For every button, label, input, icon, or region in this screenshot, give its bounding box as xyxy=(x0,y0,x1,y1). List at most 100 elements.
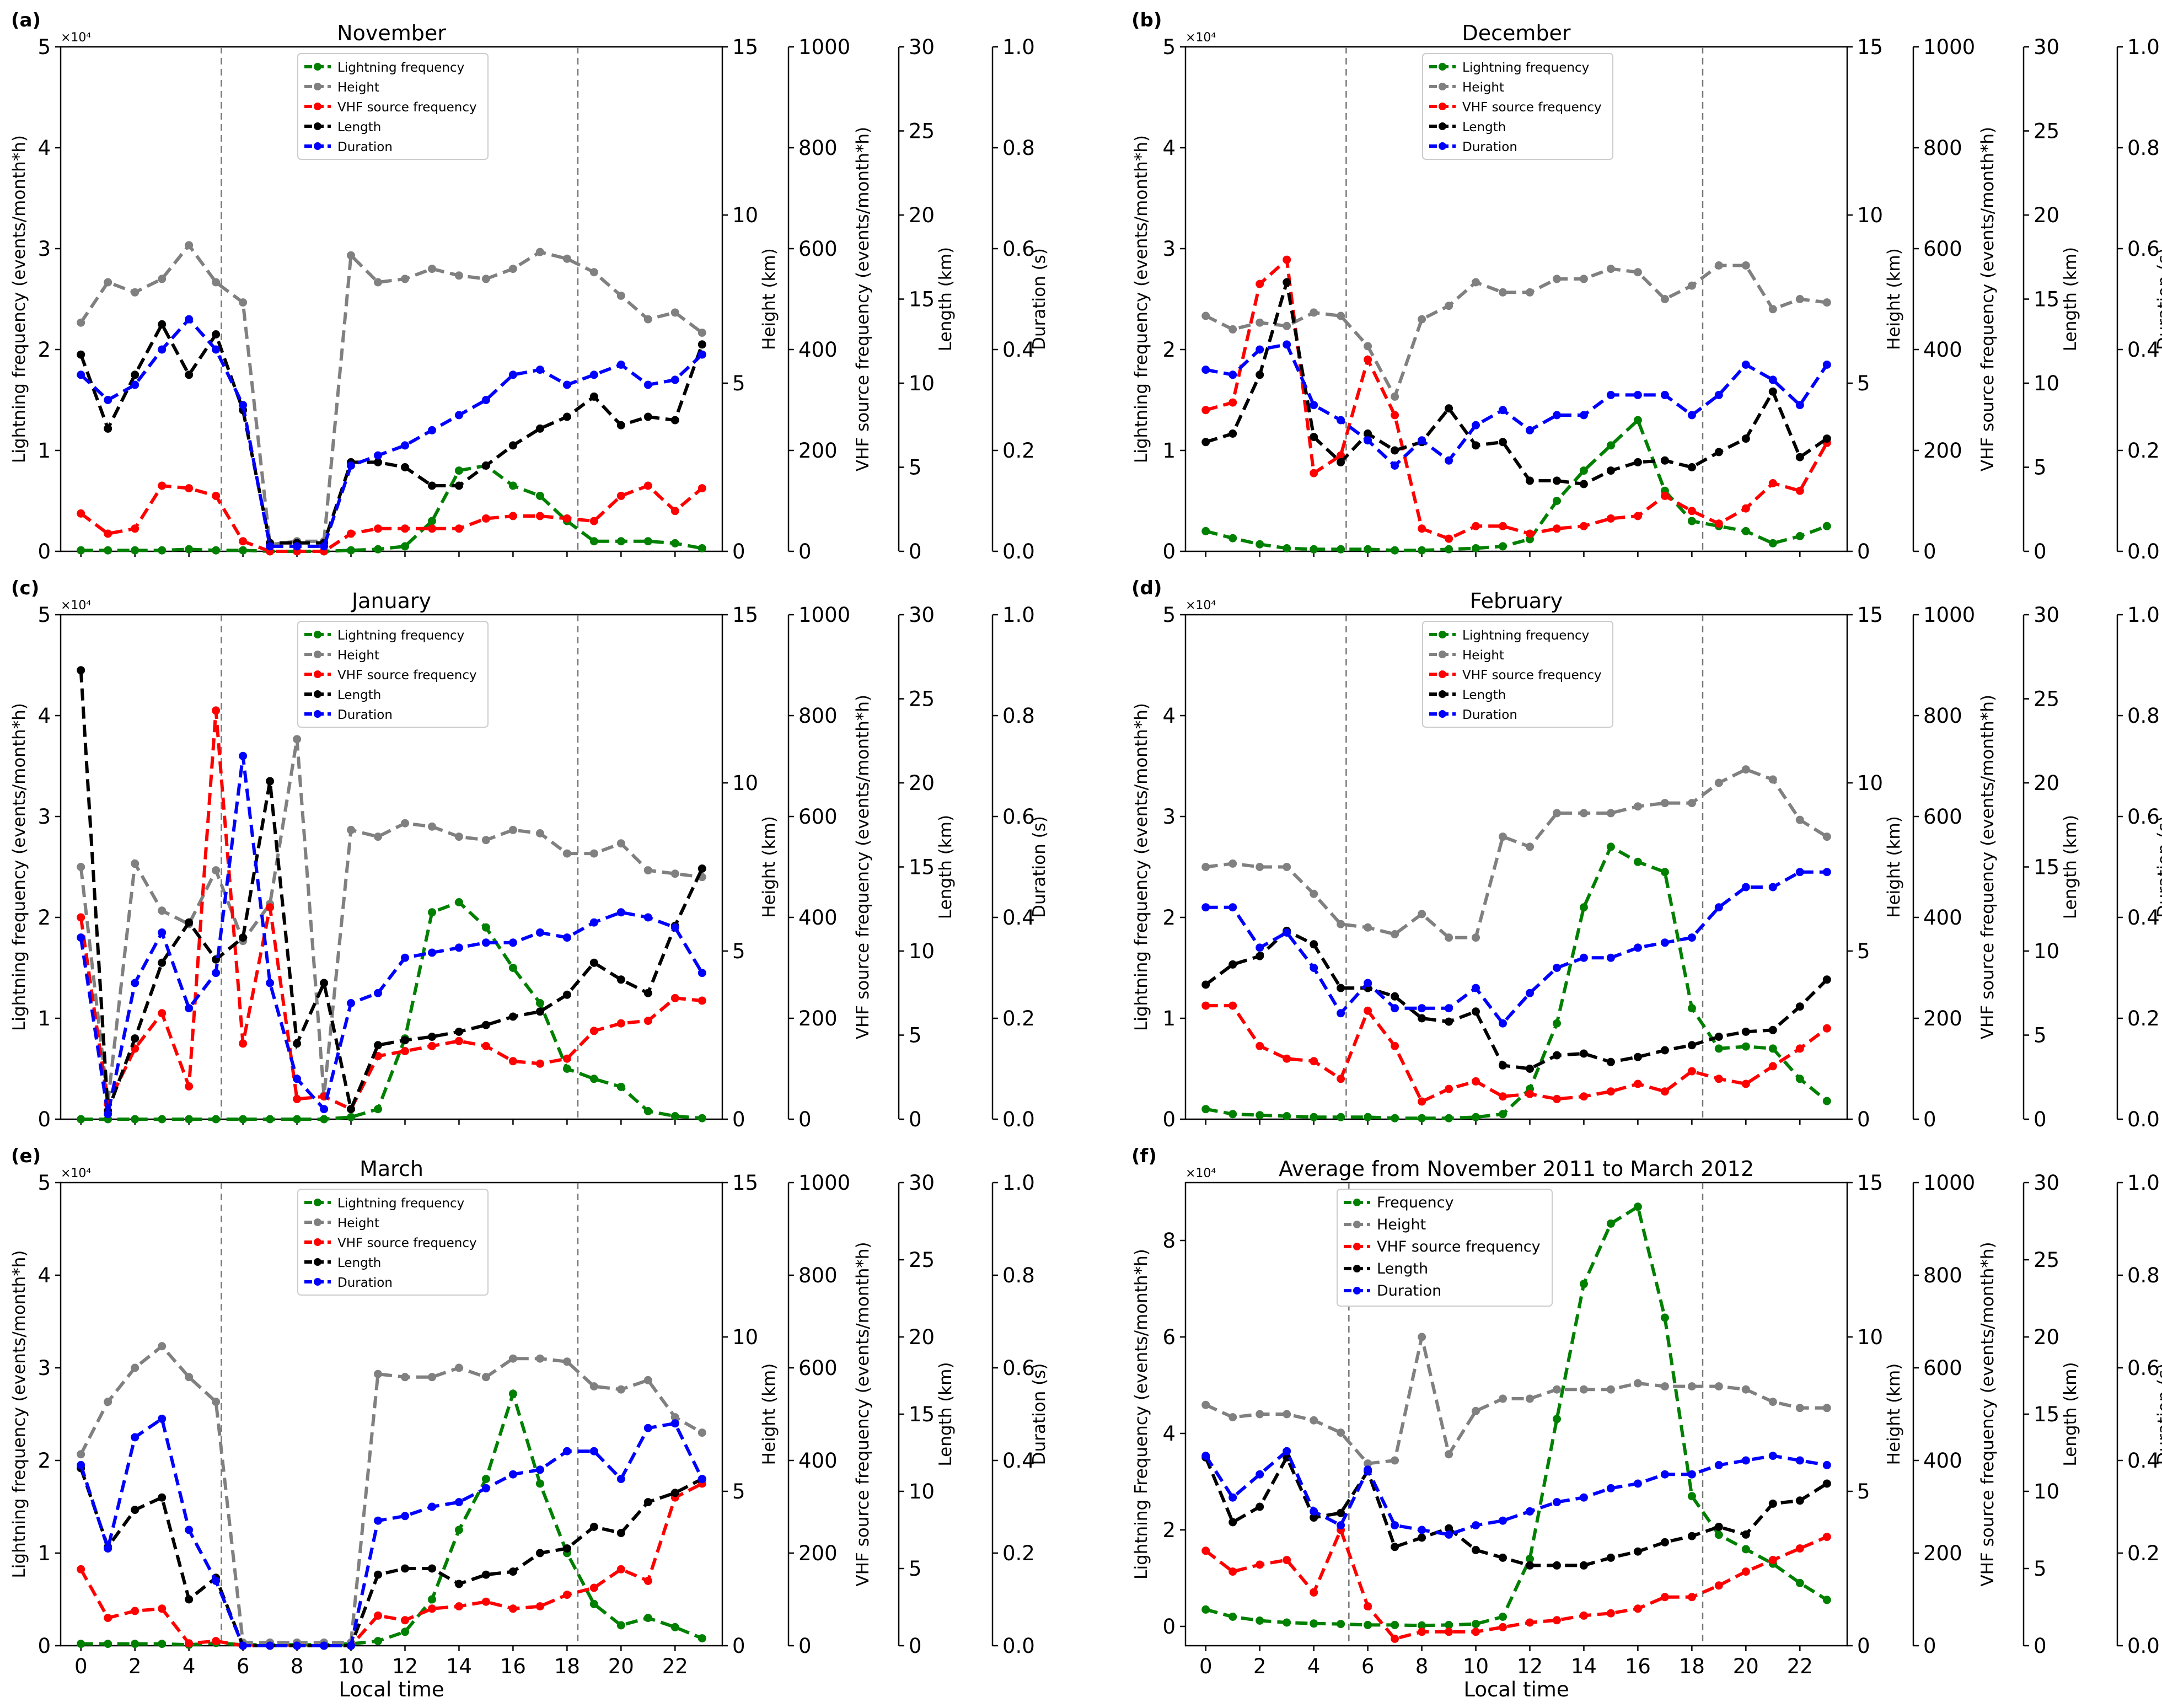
series-line-frequency xyxy=(1205,844,1828,1120)
panel-tag: (a) xyxy=(11,9,41,31)
point-height xyxy=(185,1373,194,1382)
plot-frame xyxy=(60,1181,723,1647)
right-axis-tick-label: 15 xyxy=(2034,288,2059,311)
point-height xyxy=(1391,930,1399,938)
point-duration xyxy=(1822,1460,1831,1469)
right-axis-tick-label: 15 xyxy=(2034,1403,2059,1426)
point-duration xyxy=(266,979,275,987)
point-duration xyxy=(1391,1004,1399,1013)
series-line-vhf xyxy=(79,484,704,553)
point-vhf xyxy=(1499,1092,1507,1101)
point-height xyxy=(1822,832,1831,841)
right-axis-tick-label: 0 xyxy=(909,540,922,563)
y-exponent: ×10⁴ xyxy=(61,31,91,45)
right-axis-tick-label: 1000 xyxy=(1923,603,1975,627)
point-duration xyxy=(1553,411,1561,420)
point-vhf xyxy=(535,1059,544,1068)
legend-marker xyxy=(314,1278,321,1286)
point-frequency xyxy=(1606,1219,1615,1228)
right-axis-tick-label: 5 xyxy=(2034,1024,2047,1048)
right-axis-label: Length (km) xyxy=(936,815,956,919)
legend-label: Height xyxy=(1462,80,1504,95)
right-axis-label: Height (km) xyxy=(759,1363,779,1465)
point-height xyxy=(428,822,436,831)
point-duration xyxy=(1687,933,1696,942)
right-axis-tick-label: 1.0 xyxy=(1002,35,1035,59)
point-vhf xyxy=(1283,1556,1291,1565)
point-vhf xyxy=(1472,1077,1480,1086)
plot-frame xyxy=(1184,46,1848,552)
point-vhf xyxy=(1579,522,1588,530)
right-axis-tick-label: 30 xyxy=(909,1171,935,1195)
y-tick-label: 6 xyxy=(1162,1325,1176,1349)
legend-label: Lightning frequency xyxy=(337,1196,464,1211)
point-vhf xyxy=(1310,1057,1318,1066)
legend-label: Height xyxy=(1462,648,1504,663)
point-duration xyxy=(77,933,85,942)
y-tick-label: 2 xyxy=(37,338,51,362)
right-axis-label: VHF source frequency (events/month*h) xyxy=(853,695,873,1039)
right-axis-tick-label: 10 xyxy=(1857,1325,1883,1349)
point-duration xyxy=(1660,390,1669,399)
point-duration xyxy=(616,1475,625,1484)
panel-tag: (e) xyxy=(11,1145,41,1167)
point-duration xyxy=(185,1526,194,1534)
point-duration xyxy=(1633,1479,1642,1488)
legend-box xyxy=(1422,621,1613,728)
legend-marker xyxy=(314,670,321,678)
point-length xyxy=(1741,1027,1750,1036)
point-length xyxy=(535,1007,544,1016)
point-frequency xyxy=(1606,842,1615,851)
y-tick-label: 4 xyxy=(37,704,51,728)
right-axis-tick-label: 10 xyxy=(2034,939,2059,963)
point-duration xyxy=(1472,421,1480,429)
y-tick-label: 2 xyxy=(1162,1518,1176,1542)
point-vhf xyxy=(508,1057,517,1066)
point-length xyxy=(1228,960,1237,969)
legend-marker xyxy=(1439,670,1446,678)
right-axis-tick-label: 20 xyxy=(909,203,935,227)
point-duration xyxy=(1201,1452,1210,1460)
legend-marker xyxy=(314,690,321,698)
legend-marker xyxy=(1353,1199,1361,1206)
point-frequency xyxy=(1337,545,1345,554)
right-axis-tick-label: 20 xyxy=(2034,203,2059,227)
point-vhf xyxy=(616,491,625,500)
point-frequency xyxy=(1579,466,1588,475)
point-length xyxy=(1795,453,1804,461)
point-vhf xyxy=(1526,1089,1534,1098)
point-vhf xyxy=(185,1082,194,1091)
legend-box xyxy=(297,621,489,728)
legend-marker xyxy=(1439,690,1446,698)
point-length xyxy=(1553,476,1561,485)
y-axis-label: Lightning frequency (events/month*h) xyxy=(9,135,29,463)
point-duration xyxy=(1445,456,1453,465)
panel-tag: (d) xyxy=(1131,577,1162,599)
point-frequency xyxy=(1606,441,1615,450)
point-length xyxy=(589,1522,598,1531)
point-length xyxy=(643,1498,652,1507)
right-axis-tick-label: 800 xyxy=(1923,1264,1962,1287)
point-vhf xyxy=(1418,524,1426,533)
point-duration xyxy=(1768,375,1777,384)
point-vhf xyxy=(1364,355,1372,364)
point-length xyxy=(1822,434,1831,443)
point-frequency xyxy=(1579,903,1588,912)
panel-tag: (f) xyxy=(1131,1145,1157,1167)
point-height xyxy=(481,836,490,845)
point-height xyxy=(1499,832,1507,841)
panel-tag: (c) xyxy=(11,577,39,599)
point-duration xyxy=(1741,361,1750,369)
panel-tag: (b) xyxy=(1131,9,1162,31)
point-vhf xyxy=(1337,1075,1345,1083)
y-tick-label: 4 xyxy=(37,1264,51,1287)
y-tick-label: 0 xyxy=(1162,1615,1176,1639)
legend-marker xyxy=(1353,1243,1361,1250)
point-duration xyxy=(454,943,463,952)
point-duration xyxy=(1364,1465,1372,1474)
series-line-frequency xyxy=(81,1388,703,1647)
right-axis-tick-label: 0.2 xyxy=(1002,1007,1035,1030)
point-vhf xyxy=(1391,1041,1399,1050)
point-vhf xyxy=(1741,1079,1750,1088)
point-height xyxy=(1364,342,1372,351)
